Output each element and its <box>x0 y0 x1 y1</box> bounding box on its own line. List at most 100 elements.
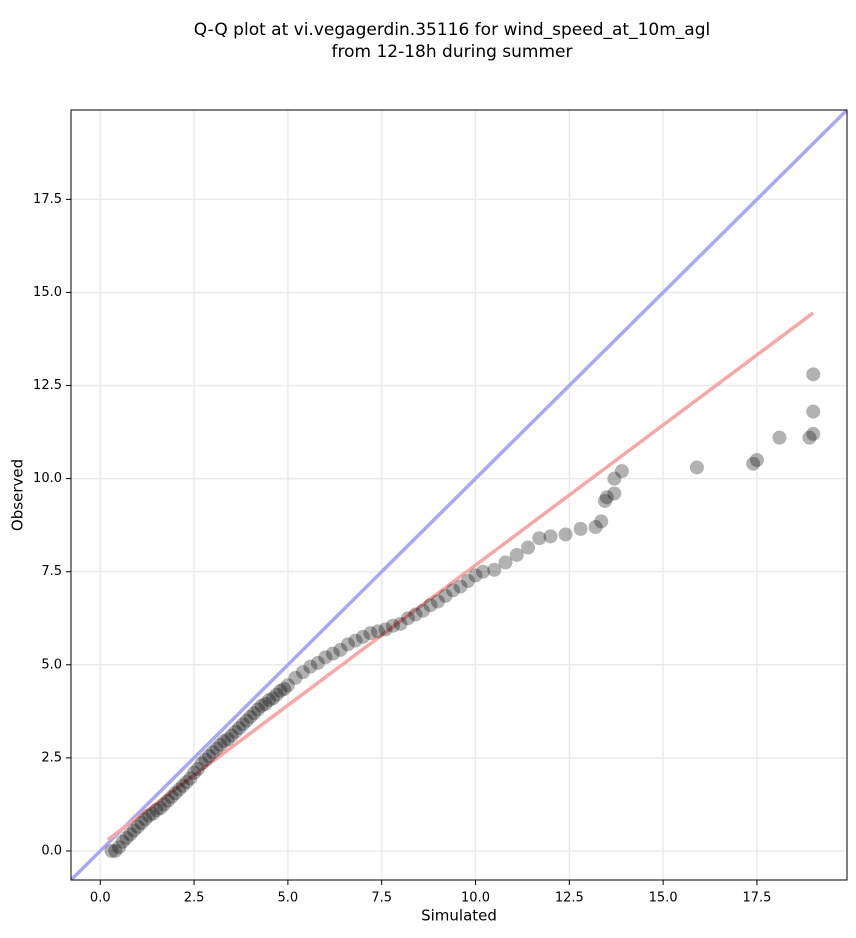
point <box>772 430 787 445</box>
point <box>607 486 622 501</box>
point <box>746 456 761 471</box>
point <box>310 655 325 670</box>
point <box>498 555 513 570</box>
point <box>573 521 588 536</box>
point <box>213 737 228 752</box>
x-tick-label: 17.5 <box>742 891 771 906</box>
point <box>408 607 423 622</box>
point <box>209 741 224 756</box>
point <box>588 520 603 535</box>
reference-line <box>106 311 815 842</box>
point <box>168 786 183 801</box>
point <box>258 696 273 711</box>
point <box>295 665 310 680</box>
point <box>277 681 292 696</box>
point <box>355 629 370 644</box>
point <box>333 642 348 657</box>
point <box>340 637 355 652</box>
y-axis-label: Observed <box>9 459 27 531</box>
plot-area <box>71 110 847 880</box>
point <box>153 801 168 816</box>
point <box>243 709 258 724</box>
x-tick-label: 12.5 <box>555 891 584 906</box>
point <box>134 816 149 831</box>
point <box>190 762 205 777</box>
point <box>160 793 175 808</box>
x-tick-label: 2.5 <box>184 891 205 906</box>
point <box>183 771 198 786</box>
point <box>594 514 609 529</box>
point <box>558 527 573 542</box>
point <box>175 778 190 793</box>
y-tick-label: 15.0 <box>33 285 62 300</box>
y-tick-label: 0.0 <box>41 843 62 858</box>
x-tick-label: 7.5 <box>371 891 392 906</box>
point <box>393 616 408 631</box>
point <box>415 603 430 618</box>
point <box>123 827 138 842</box>
y-tick-label: 17.5 <box>33 192 62 207</box>
y-tick-label: 7.5 <box>41 564 62 579</box>
y-tick-label: 2.5 <box>41 750 62 765</box>
point <box>802 430 817 445</box>
point <box>385 618 400 633</box>
point <box>127 823 142 838</box>
y-tick-label: 5.0 <box>41 657 62 672</box>
point <box>265 691 280 706</box>
point <box>288 670 303 685</box>
point <box>378 622 393 637</box>
x-tick-label: 15.0 <box>649 891 678 906</box>
point <box>239 713 254 728</box>
point <box>179 775 194 790</box>
point <box>254 698 269 713</box>
point <box>487 562 502 577</box>
point <box>250 702 265 717</box>
point <box>194 756 209 771</box>
point <box>119 830 134 845</box>
plot-frame <box>70 109 848 881</box>
point <box>198 752 213 767</box>
x-tick-label: 10.0 <box>461 891 490 906</box>
point <box>303 659 318 674</box>
point <box>363 626 378 641</box>
point <box>157 797 172 812</box>
point <box>202 749 217 764</box>
point <box>217 734 232 749</box>
point <box>614 464 629 479</box>
chart-title: Q-Q plot at vi.vegagerdin.35116 for wind… <box>194 20 710 40</box>
point <box>172 782 187 797</box>
point <box>235 717 250 732</box>
point <box>806 426 821 441</box>
point <box>138 812 153 827</box>
point <box>228 724 243 739</box>
point <box>318 650 333 665</box>
point <box>689 460 704 475</box>
point <box>325 646 340 661</box>
point <box>438 588 453 603</box>
point <box>115 834 130 849</box>
point <box>461 574 476 589</box>
point <box>273 683 288 698</box>
point <box>262 693 277 708</box>
point <box>423 598 438 613</box>
point <box>269 687 284 702</box>
chart-title: from 12-18h during summer <box>332 42 573 62</box>
point <box>220 732 235 747</box>
point <box>112 840 127 855</box>
point <box>445 583 460 598</box>
point <box>247 706 262 721</box>
x-axis-label: Simulated <box>421 907 497 925</box>
point <box>599 490 614 505</box>
point <box>430 594 445 609</box>
point <box>145 806 160 821</box>
point <box>543 529 558 544</box>
point <box>532 531 547 546</box>
point <box>806 367 821 382</box>
point <box>597 493 612 508</box>
point <box>348 633 363 648</box>
point <box>142 808 157 823</box>
point <box>370 624 385 639</box>
reference-line <box>71 110 847 880</box>
